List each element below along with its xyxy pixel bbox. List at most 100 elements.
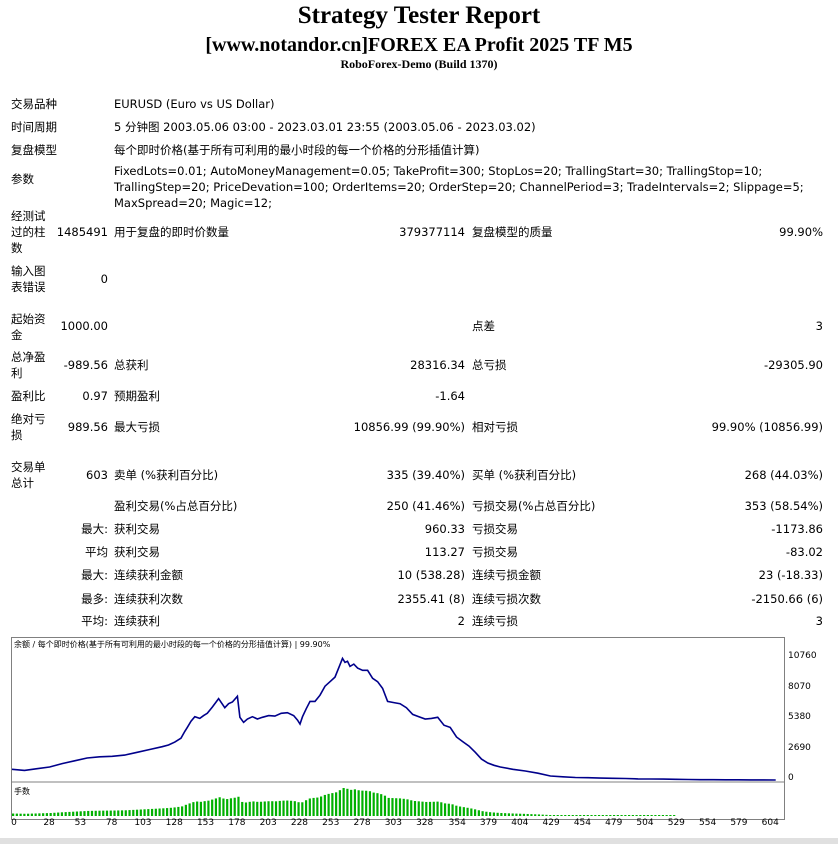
x-tick-label: 28 <box>43 818 55 828</box>
balance-line <box>11 656 776 781</box>
volume-bar <box>248 801 251 816</box>
volume-bar <box>297 802 300 816</box>
max-drawdown-label: 最大亏损 <box>114 420 160 434</box>
volume-bar <box>624 815 627 816</box>
volume-bar <box>511 813 514 816</box>
volume-bar <box>177 806 180 816</box>
loss-trades-label: 亏损交易(%占总百分比) <box>472 499 596 513</box>
volume-bar <box>42 813 45 816</box>
y-tick-label: 2690 <box>788 742 811 753</box>
volume-bar <box>462 807 465 816</box>
volume-bar <box>19 813 22 816</box>
loss-trades-value: 353 (58.54%) <box>744 499 823 513</box>
max-consecutive-losses-label: 连续亏损金额 <box>472 568 541 582</box>
volume-bar <box>541 814 544 816</box>
max-consecutive-prefix: 最大: <box>81 568 108 582</box>
max-drawdown-value: 10856.99 (99.90%) <box>353 420 465 434</box>
volume-bar <box>113 810 116 816</box>
x-tick-label: 253 <box>322 818 340 828</box>
volume-bar <box>470 808 473 816</box>
volume-bar <box>132 809 135 816</box>
volume-bar <box>102 810 105 816</box>
volume-bar <box>109 810 112 816</box>
balance-chart: 余额 / 每个即时价格(基于所有可利用的最小时段的每一个价格的分形插值计算) |… <box>11 637 785 820</box>
volume-bar <box>500 813 503 816</box>
volume-bar <box>353 789 357 816</box>
volume-bar <box>12 813 15 816</box>
volume-bar <box>650 815 653 816</box>
volume-bar <box>440 802 443 816</box>
short-positions-value: 335 (39.40%) <box>386 468 465 482</box>
x-tick-label: 404 <box>511 818 529 828</box>
volume-bar <box>534 814 537 816</box>
volume-bar <box>139 809 142 816</box>
quality-label: 复盘模型的质量 <box>472 225 553 239</box>
gross-loss-label: 总亏损 <box>472 358 507 372</box>
average-consecutive-wins-value: 2 <box>457 614 465 628</box>
volume-bar <box>72 811 75 816</box>
volume-bar <box>150 808 154 816</box>
volume-bar <box>515 813 518 816</box>
x-tick-label: 78 <box>105 818 118 828</box>
volume-bar <box>485 811 488 816</box>
report-title: Strategy Tester Report <box>297 2 541 29</box>
total-trades-label: 交易单总计 <box>11 460 46 490</box>
volume-bar <box>631 815 634 816</box>
volume-bar <box>90 810 94 816</box>
volume-bar <box>323 794 326 816</box>
largest-loss-label: 亏损交易 <box>472 522 518 536</box>
volume-bar <box>368 791 372 816</box>
profit-trades-label: 盈利交易(%占总百分比) <box>114 499 238 513</box>
volume-bar <box>395 798 398 816</box>
volume-bar <box>357 790 360 816</box>
x-tick-label: 228 <box>290 818 309 828</box>
max-consecutive-losses-value: 23 (-18.33) <box>758 568 823 582</box>
deposit-label: 起始资金 <box>11 312 46 342</box>
volume-bar <box>537 814 541 816</box>
volume-bar <box>38 813 41 816</box>
x-tick-label: 529 <box>667 818 685 828</box>
volume-bar <box>331 793 334 816</box>
average-consecutive-losses-label: 连续亏损 <box>472 614 518 628</box>
server-build: RoboForex-Demo (Build 1370) <box>340 57 498 71</box>
errors-value: 0 <box>100 272 108 286</box>
relative-drawdown-label: 相对亏损 <box>472 420 518 434</box>
average-loss-label: 亏损交易 <box>472 545 518 559</box>
volume-bar <box>308 798 311 816</box>
volume-bar <box>154 808 157 816</box>
balance-chart-svg <box>11 656 784 816</box>
symbol-label: 交易品种 <box>11 97 57 111</box>
volume-bar <box>57 812 60 816</box>
volume-bar <box>443 803 447 816</box>
average-profit-label: 获利交易 <box>114 545 160 559</box>
volume-bar <box>586 815 589 816</box>
deposit-value: 1000.00 <box>60 319 108 333</box>
chart-x-axis: 0 28 53 78 103 128 153 178 203 228 253 278 303 328 354… <box>0 818 838 832</box>
volume-bar <box>556 815 559 816</box>
bottom-scrollbar[interactable] <box>0 838 838 844</box>
volume-bar <box>23 813 26 816</box>
volume-bar <box>312 797 315 816</box>
volume-bar <box>466 807 469 816</box>
x-tick-label: 579 <box>730 818 748 828</box>
volume-bar <box>530 814 533 816</box>
volume-bar <box>428 801 432 816</box>
volume-bar <box>218 797 221 816</box>
most-consecutive-prefix: 最多: <box>81 592 108 606</box>
volume-bar <box>49 813 52 816</box>
volume-bar <box>286 800 289 816</box>
volume-bar <box>560 815 563 816</box>
volume-bar <box>496 812 499 816</box>
x-tick-label: 278 <box>353 818 371 828</box>
volume-bar <box>658 815 661 816</box>
volume-bar <box>192 802 195 816</box>
volume-bar <box>304 800 308 816</box>
volume-bar <box>64 812 67 816</box>
volume-bar <box>338 790 341 816</box>
volume-bar <box>267 801 270 816</box>
volume-bar <box>162 808 165 816</box>
volume-bar <box>147 809 150 816</box>
volume-bar <box>15 813 18 816</box>
absolute-drawdown-label: 绝对亏损 <box>11 412 46 442</box>
volume-bar <box>196 801 199 816</box>
